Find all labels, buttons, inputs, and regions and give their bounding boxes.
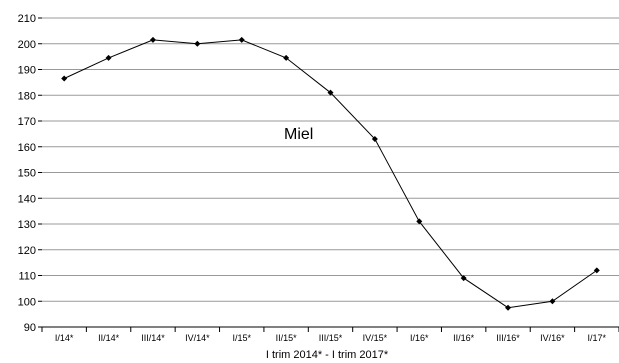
series-line-miel [63, 39, 598, 309]
y-tick-label: 90 [24, 322, 36, 334]
y-tick-label: 150 [18, 168, 36, 180]
gridlines [42, 17, 619, 302]
x-tick-label: I/16* [410, 333, 429, 343]
x-tick-label: III/16* [496, 333, 520, 343]
data-point-marker [149, 36, 156, 43]
y-tick-label: 180 [18, 90, 36, 102]
x-tick-label: I/14* [55, 333, 74, 343]
x-tick-label: IV/14* [185, 333, 210, 343]
x-tick-label: I/15* [232, 333, 251, 343]
y-tick-label: 160 [18, 142, 36, 154]
y-axis-ticks: 90 100 110 120 130 140 150 160 170 180 190 200 210 [18, 13, 42, 334]
data-point-marker [549, 298, 556, 305]
data-point-marker [327, 89, 334, 96]
x-tick-label: III/15* [319, 333, 343, 343]
x-tick-label: II/15* [276, 333, 298, 343]
y-tick-label: 120 [18, 245, 36, 257]
x-tick-label: I/17* [588, 333, 607, 343]
data-point-marker [283, 54, 290, 61]
y-tick-label: 110 [18, 271, 36, 283]
data-point-marker [460, 275, 467, 282]
data-point-marker [593, 267, 600, 274]
y-tick-label: 170 [18, 116, 36, 128]
y-tick-label: 210 [18, 13, 36, 25]
x-tick-label: II/14* [98, 333, 120, 343]
x-axis-ticks: I/14* II/14* III/14* IV/14* I/15* II/15* III/1… [41, 327, 619, 343]
data-point-marker [194, 40, 201, 47]
x-tick-label: II/16* [453, 333, 475, 343]
data-point-marker [505, 304, 512, 311]
data-point-marker [105, 54, 112, 61]
x-tick-label: IV/15* [363, 333, 388, 343]
y-tick-label: 140 [18, 193, 36, 205]
x-tick-label: III/14* [141, 333, 165, 343]
y-tick-label: 190 [18, 65, 36, 77]
data-point-marker [416, 218, 423, 225]
y-tick-label: 100 [18, 296, 36, 308]
series-layer [61, 36, 600, 311]
data-point-marker [238, 36, 245, 43]
series-label-miel: Miel [284, 126, 313, 143]
x-tick-label: IV/16* [540, 333, 565, 343]
data-point-marker [61, 75, 68, 82]
x-axis-title: I trim 2014* - I trim 2017* [266, 349, 389, 361]
data-point-marker [371, 136, 378, 143]
y-tick-label: 130 [18, 219, 36, 231]
y-tick-label: 200 [18, 39, 36, 51]
